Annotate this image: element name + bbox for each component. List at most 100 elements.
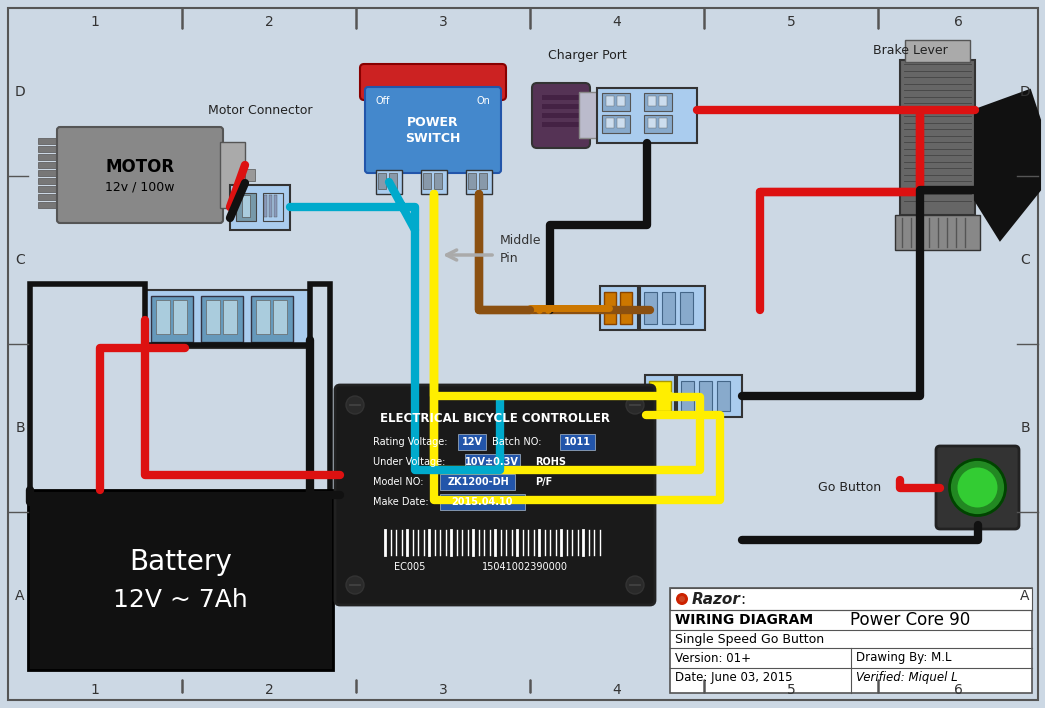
Circle shape	[676, 593, 688, 605]
Bar	[245, 169, 255, 181]
Bar	[273, 300, 287, 334]
Circle shape	[950, 459, 1005, 515]
Text: Power Core 90: Power Core 90	[850, 611, 970, 629]
Text: C: C	[15, 253, 25, 267]
Circle shape	[346, 396, 364, 414]
Text: 3: 3	[439, 15, 447, 29]
Bar	[440, 474, 515, 490]
Bar	[645, 375, 675, 417]
Bar	[458, 434, 486, 450]
Bar	[542, 95, 580, 100]
FancyBboxPatch shape	[532, 83, 590, 148]
Text: P/F: P/F	[535, 477, 552, 487]
Text: Off: Off	[376, 96, 391, 106]
Text: Model NO:: Model NO:	[373, 477, 423, 487]
Text: MOTOR: MOTOR	[106, 158, 175, 176]
Bar	[670, 588, 1032, 693]
Text: WIRING DIAGRAM: WIRING DIAGRAM	[675, 613, 813, 627]
Bar	[145, 290, 310, 348]
Bar	[602, 115, 630, 133]
Text: 6: 6	[953, 15, 962, 29]
Text: 4: 4	[612, 683, 622, 697]
Circle shape	[346, 576, 364, 594]
Text: Drawing By: M.L: Drawing By: M.L	[856, 651, 952, 665]
Bar	[28, 490, 333, 670]
Bar	[38, 202, 59, 208]
Bar	[717, 381, 730, 411]
Circle shape	[957, 467, 998, 508]
Text: 2015.04.10: 2015.04.10	[451, 497, 513, 507]
Bar	[560, 434, 595, 450]
Bar	[156, 300, 170, 334]
Bar	[895, 215, 980, 250]
Text: Version: 01+: Version: 01+	[675, 651, 751, 665]
Bar	[434, 173, 442, 189]
Text: Middle: Middle	[500, 234, 541, 246]
Bar	[173, 300, 187, 334]
Bar	[661, 292, 675, 324]
Text: Rating Voltage:: Rating Voltage:	[373, 437, 447, 447]
Bar	[644, 292, 657, 324]
Text: On: On	[477, 96, 490, 106]
Bar	[617, 118, 625, 128]
Bar	[389, 173, 397, 189]
Bar	[223, 300, 237, 334]
Circle shape	[679, 596, 686, 602]
Bar	[38, 162, 59, 168]
Bar	[38, 194, 59, 200]
Text: SWITCH: SWITCH	[405, 132, 461, 144]
Bar	[465, 454, 520, 470]
Text: 12v / 100w: 12v / 100w	[106, 181, 175, 193]
Bar	[659, 96, 667, 106]
Text: C: C	[1020, 253, 1030, 267]
Text: 1011: 1011	[563, 437, 590, 447]
Circle shape	[626, 576, 644, 594]
Bar	[468, 173, 477, 189]
Text: ELECTRICAL BICYCLE CONTROLLER: ELECTRICAL BICYCLE CONTROLLER	[380, 411, 610, 425]
FancyBboxPatch shape	[365, 87, 501, 173]
Text: 4: 4	[612, 15, 622, 29]
Text: Brake Lever: Brake Lever	[873, 43, 948, 57]
Text: POWER: POWER	[408, 115, 459, 128]
Bar	[670, 588, 1032, 610]
Bar	[644, 115, 672, 133]
Text: Make Date:: Make Date:	[373, 497, 428, 507]
Text: 1: 1	[91, 683, 99, 697]
Text: 15041002390000: 15041002390000	[482, 562, 568, 572]
Text: A: A	[1020, 589, 1029, 603]
Text: Razor: Razor	[692, 591, 741, 607]
Bar	[220, 142, 245, 208]
Bar	[597, 88, 697, 143]
Text: EC005: EC005	[394, 562, 425, 572]
FancyBboxPatch shape	[359, 64, 506, 100]
Text: B: B	[1020, 421, 1029, 435]
Bar	[479, 173, 487, 189]
Bar	[150, 296, 193, 342]
Bar	[274, 195, 277, 217]
FancyBboxPatch shape	[936, 446, 1019, 529]
Bar	[659, 118, 667, 128]
Bar	[269, 195, 272, 217]
Bar	[38, 138, 59, 144]
Bar	[680, 292, 693, 324]
Text: Batch NO:: Batch NO:	[492, 437, 541, 447]
Bar	[620, 292, 632, 324]
Bar	[466, 170, 492, 194]
Text: 6: 6	[953, 683, 962, 697]
Bar	[264, 195, 268, 217]
Text: 5: 5	[787, 15, 795, 29]
Bar	[263, 193, 283, 221]
Text: Motor Connector: Motor Connector	[208, 103, 312, 117]
Bar	[256, 300, 270, 334]
Bar	[644, 93, 672, 111]
Text: Single Speed Go Button: Single Speed Go Button	[675, 632, 825, 646]
Bar	[542, 113, 580, 118]
Bar	[38, 146, 59, 152]
Text: Battery: Battery	[130, 548, 232, 576]
Bar	[230, 185, 291, 230]
Text: :: :	[740, 591, 745, 607]
Bar	[423, 173, 431, 189]
Bar	[376, 170, 402, 194]
Bar	[440, 494, 525, 510]
FancyBboxPatch shape	[57, 127, 223, 223]
